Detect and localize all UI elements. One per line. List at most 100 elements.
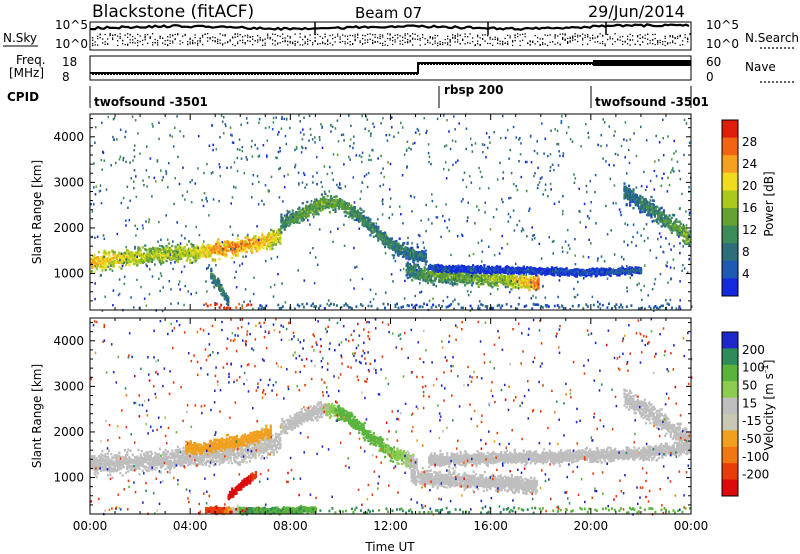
scatter-cell [406,246,409,250]
search-dot [409,35,411,37]
scatter-cell [454,282,457,286]
scatter-cell [499,265,502,268]
search-dot [427,41,429,43]
search-dot [354,36,356,38]
search-dot [224,35,226,37]
search-dot [332,34,334,36]
search-dot [637,40,639,42]
scatter-cell [423,253,426,256]
scatter-cell [259,247,262,250]
search-dot [344,35,346,37]
search-dot [579,35,581,37]
search-dot [642,36,644,39]
scatter-cell [406,248,409,251]
scatter-cell [139,261,142,264]
scatter-cell [111,249,114,252]
search-dot [467,36,469,38]
scatter-cell [180,257,183,261]
search-dot [567,37,569,40]
search-dot [514,37,516,39]
scatter-cell [257,235,261,239]
search-dot [684,34,686,36]
scatter-cell [234,245,237,249]
search-dot [152,44,154,46]
scatter-cell [133,256,137,260]
search-dot [272,39,274,41]
scatter-cell [120,255,123,258]
scatter-cell [215,242,218,246]
search-dot [199,39,201,41]
search-dot [169,42,171,45]
scatter-cell [195,255,199,259]
search-dot [309,39,311,42]
scatter-cell [360,216,363,219]
cpid-label: CPID [7,90,39,104]
search-dot [484,34,486,36]
scatter-cell [456,273,459,276]
search-dot [544,43,546,45]
search-dot [447,38,449,40]
scatter-cell [246,243,249,246]
search-dot [137,40,139,42]
scatter-cell [375,225,378,228]
scatter-cell [322,208,325,211]
search-dot [602,42,604,45]
scatter-cell [377,236,380,240]
scatter-cell [195,246,199,249]
search-dot [314,40,316,43]
scatter-cell [251,238,254,241]
search-dot [354,39,356,42]
scatter-cell [212,248,215,252]
scatter-cell [439,273,442,276]
search-dot [204,33,206,35]
scatter-cell [104,268,107,272]
search-dot [469,42,471,44]
scatter-cell [537,287,540,290]
search-dot [299,36,301,38]
scatter-cell [350,204,353,207]
scatter-cell [104,253,107,256]
scatter-cell [265,247,268,251]
scatter-cell [198,249,201,252]
scatter-cell [352,215,355,218]
scatter-cell [242,241,245,244]
search-dot [437,35,439,37]
search-dot [272,43,274,45]
scatter-cell [422,274,425,277]
search-dot [599,33,601,35]
scatter-cell [235,251,238,254]
search-dot [229,39,231,41]
search-dot [604,45,606,47]
search-dot [419,37,421,40]
search-dot [199,41,201,43]
search-dot [429,37,431,39]
search-dot [624,40,626,42]
scatter-cell [175,253,178,256]
scatter-cell [275,231,279,234]
scatter-cell [234,242,237,246]
search-dot [479,44,481,46]
scatter-cell [211,249,214,253]
search-dot [132,35,134,38]
search-dot [572,39,574,41]
search-dot [657,40,659,42]
search-dot [534,34,536,37]
search-dot [644,34,646,36]
scatter-cell [369,234,372,237]
scatter-cell [112,260,115,264]
search-dot [137,44,139,47]
scatter-cell [114,261,117,264]
search-dot [679,35,681,38]
scatter-cell [91,264,94,267]
search-dot [622,40,624,43]
scatter-cell [250,240,253,244]
scatter-cell [141,246,144,249]
search-dot [209,38,211,40]
search-dot [504,37,506,40]
search-dot [289,36,291,38]
scatter-cell [225,245,228,249]
scatter-cell [225,240,228,243]
scatter-cell [122,257,125,260]
scatter-cell [216,246,219,250]
scatter-cell [424,259,427,263]
